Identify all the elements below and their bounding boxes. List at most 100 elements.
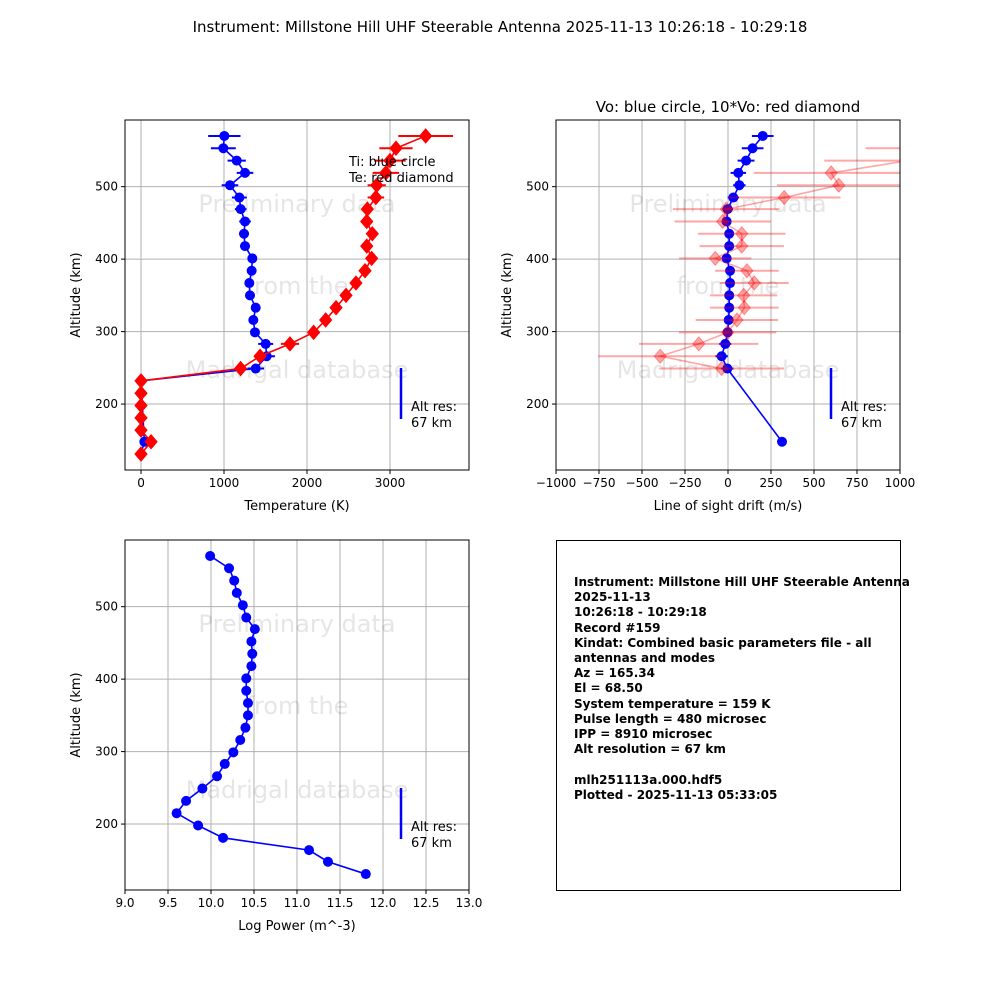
data-point-circle (234, 192, 245, 203)
data-point-diamond (824, 165, 838, 181)
data-point-diamond (736, 287, 751, 304)
info-line: IPP = 8910 microsec (574, 727, 713, 742)
axes-frame (124, 119, 470, 471)
data-point-diamond (419, 128, 433, 144)
data-point-circle (360, 869, 371, 880)
info-line: Plotted - 2025-11-13 05:33:05 (574, 787, 778, 802)
series-group (598, 130, 980, 447)
alt-res-value: 67 km (841, 416, 882, 431)
data-point-circle (244, 290, 255, 301)
x-tick-label: 11.5 (327, 896, 354, 910)
data-point-circle (725, 278, 736, 289)
data-point-circle (249, 327, 260, 338)
data-point-circle (248, 315, 259, 325)
x-tick-label: 11.0 (284, 896, 311, 910)
data-point-circle (241, 673, 252, 684)
watermark-text: Madrigal database (186, 776, 409, 804)
data-point-circle (219, 130, 230, 141)
data-point-circle (722, 204, 733, 215)
data-point-circle (218, 832, 229, 843)
data-point-diamond (735, 238, 749, 254)
data-point-diamond (283, 336, 297, 352)
y-tick-label: 500 (526, 180, 549, 194)
data-point-circle (240, 216, 251, 227)
data-point-diamond (653, 348, 667, 365)
info-line: Record #159 (574, 620, 661, 635)
data-point-circle (197, 783, 208, 794)
axes-title: Vo: blue circle, 10*Vo: red diamond (596, 98, 860, 116)
x-tick-label: −500 (626, 476, 659, 490)
x-tick-label: 1000 (209, 476, 240, 490)
data-point-circle (171, 808, 182, 819)
data-point-circle (242, 698, 253, 709)
data-point-circle (716, 351, 727, 362)
data-point-circle (231, 587, 242, 598)
data-point-diamond (714, 360, 729, 377)
data-point-circle (720, 338, 731, 349)
data-point-circle (741, 155, 752, 166)
data-point-circle (757, 130, 768, 141)
data-point-diamond (358, 262, 372, 279)
data-point-diamond (903, 154, 915, 168)
x-axis-label: Temperature (K) (243, 499, 349, 514)
info-line: El = 68.50 (574, 681, 643, 696)
y-tick-label: 300 (95, 325, 118, 339)
data-point-diamond (737, 299, 751, 316)
alt-res-value: 67 km (411, 416, 452, 431)
series-group (171, 550, 371, 880)
y-tick-label: 400 (95, 672, 118, 686)
data-point-diamond (389, 140, 403, 157)
data-point-diamond (365, 225, 379, 242)
data-point-circle (239, 228, 250, 239)
axes-frame (555, 119, 901, 471)
data-point-diamond (692, 336, 706, 352)
data-point-circle (724, 241, 735, 252)
data-point-circle (235, 735, 246, 745)
data-point-circle (247, 648, 258, 659)
data-point-circle (734, 180, 745, 191)
alt-res-label: Alt res: (411, 400, 457, 415)
data-point-circle (224, 180, 235, 191)
data-point-circle (723, 315, 734, 325)
data-point-circle (193, 820, 204, 831)
watermark-text: Preliminary data (198, 190, 395, 218)
data-point-diamond (735, 225, 749, 242)
data-point-diamond (740, 262, 754, 279)
data-point-diamond (319, 312, 333, 328)
axes-power: 9.0 9.5 10.0 10.5 11.0 11.5 12.0 12.5 13.0 200 300… (69, 539, 483, 934)
axes-temperature: 0 1000 2000 3000 200 300 400 500 Preliminary dat… (69, 119, 470, 514)
data-point-circle (242, 710, 253, 721)
y-tick-label: 200 (95, 817, 118, 831)
x-tick-label: 13.0 (456, 896, 483, 910)
y-tick-label: 400 (95, 252, 118, 266)
data-point-diamond (968, 141, 980, 155)
y-tick-label: 300 (95, 745, 118, 759)
data-point-diamond (339, 287, 353, 304)
data-point-circle (247, 253, 258, 264)
data-point-circle (205, 550, 216, 561)
x-tick-label: 10.5 (241, 896, 268, 910)
y-axis-label: Altitude (km) (69, 252, 84, 337)
data-point-circle (250, 363, 261, 374)
data-point-diamond (716, 213, 730, 230)
x-tick-label: 0 (137, 476, 145, 490)
data-point-circle (250, 302, 261, 313)
data-point-circle (229, 575, 240, 586)
watermark-text: Preliminary data (198, 610, 395, 638)
data-point-circle (218, 143, 229, 154)
data-point-diamond (349, 275, 363, 291)
x-tick-label: 12.0 (370, 896, 397, 910)
y-tick-label: 200 (95, 397, 118, 411)
data-point-diamond (134, 446, 148, 462)
x-tick-label: −250 (669, 476, 702, 490)
data-point-circle (721, 216, 732, 227)
y-axis-label: Altitude (km) (500, 252, 515, 337)
x-tick-label: 1000 (885, 476, 916, 490)
x-tick-label: 3000 (375, 476, 406, 490)
x-tick-label: 2000 (292, 476, 323, 490)
x-axis-label: Line of sight drift (m/s) (654, 499, 803, 514)
info-line: mlh251113a.000.hdf5 (574, 772, 723, 787)
series-line-10*Vo (657, 161, 900, 370)
data-point-diamond (708, 250, 722, 267)
